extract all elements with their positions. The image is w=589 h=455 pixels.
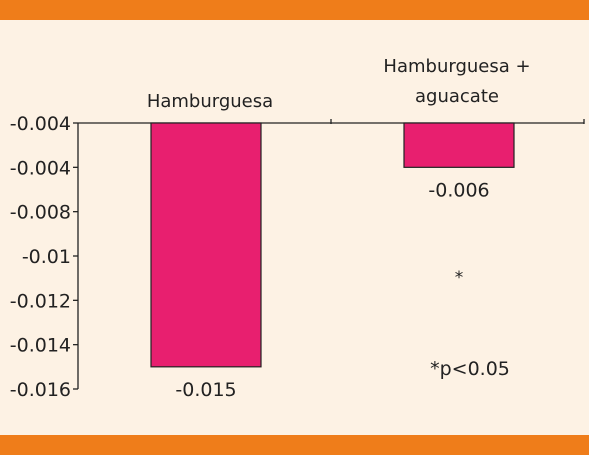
bottom-orange-band: [0, 435, 589, 455]
category-label-1-line-2: aguacate: [415, 86, 499, 107]
bars: [150, 122, 515, 368]
y-tick-label-4: -0.012: [10, 290, 71, 312]
data-label-0: -0.015: [175, 379, 236, 401]
significance-asterisk: *: [455, 268, 464, 288]
top-orange-band: [0, 0, 589, 20]
category-label-1-line-1: Hamburguesa +: [383, 56, 530, 77]
y-tick-label-2: -0.008: [10, 202, 71, 224]
y-tick-label-3: -0.01: [22, 246, 71, 268]
significance-note: *p<0.05: [430, 358, 510, 380]
y-tick-label-0: -0.004: [10, 113, 71, 135]
y-tick-label-5: -0.014: [10, 335, 71, 357]
bar-1: [403, 122, 515, 168]
category-label-0: Hamburguesa: [147, 91, 273, 112]
y-tick-label-6: -0.016: [10, 379, 71, 401]
y-tick-label-1: -0.004: [10, 157, 71, 179]
data-label-1: -0.006: [428, 179, 489, 201]
labels: Hamburguesa Hamburguesa + aguacate -0.015 -0…: [147, 56, 531, 401]
bar-0: [150, 122, 262, 368]
